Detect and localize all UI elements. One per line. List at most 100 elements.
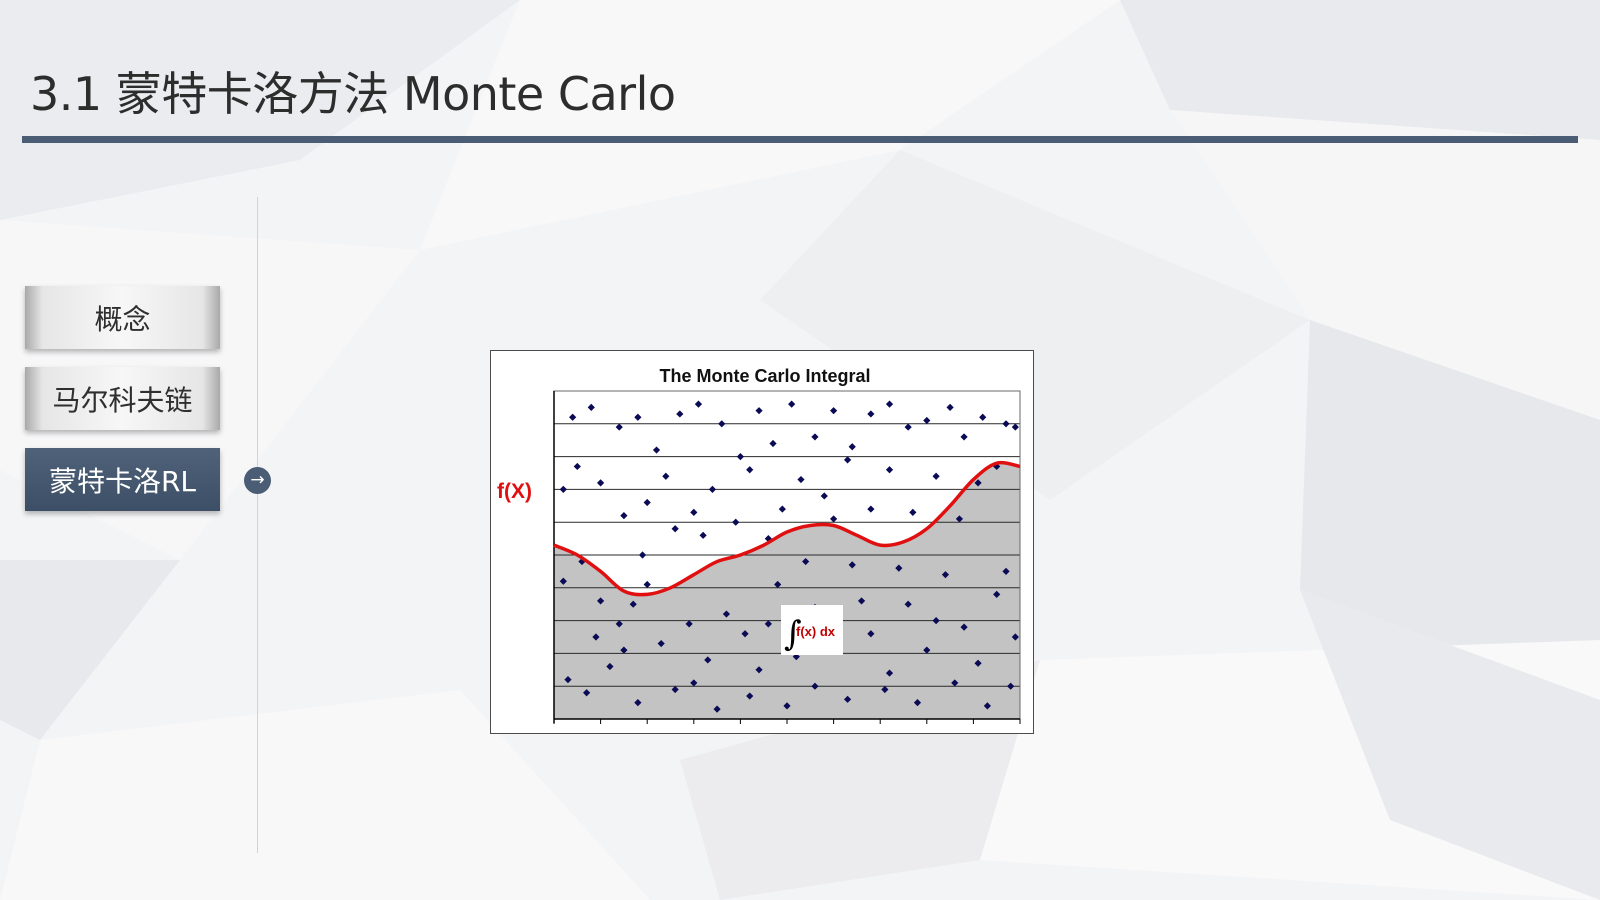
data-point xyxy=(732,518,740,526)
data-point xyxy=(867,630,875,638)
data-point xyxy=(932,617,940,625)
y-axis-label: f(X) xyxy=(497,480,532,503)
data-point xyxy=(792,653,800,661)
data-point xyxy=(638,551,647,559)
function-curve xyxy=(553,460,1021,597)
chart-title: The Monte Carlo Integral xyxy=(659,366,870,386)
arrow-right-circle-icon: → xyxy=(244,467,271,494)
data-point xyxy=(904,600,912,608)
data-point xyxy=(857,597,866,605)
data-point xyxy=(615,423,623,431)
data-point xyxy=(1011,633,1019,641)
data-point xyxy=(718,420,726,428)
data-point xyxy=(774,580,782,589)
data-point xyxy=(769,439,777,448)
integral-symbol: ∫ xyxy=(784,614,802,654)
data-point xyxy=(559,485,567,493)
data-point xyxy=(909,508,917,516)
data-point xyxy=(960,433,968,441)
data-point xyxy=(797,475,805,484)
data-point xyxy=(885,400,894,408)
data-point xyxy=(820,492,828,500)
data-point xyxy=(885,466,894,474)
data-point xyxy=(993,590,1001,598)
nav-item-monte-carlo-rl[interactable]: 蒙特卡洛RL xyxy=(25,448,220,511)
data-point xyxy=(848,443,856,451)
data-point xyxy=(713,705,721,713)
nav-item-label: 马尔科夫链 xyxy=(52,383,193,417)
data-point xyxy=(778,505,786,513)
data-point xyxy=(830,407,838,415)
data-point xyxy=(993,462,1001,471)
section-nav: 概念 马尔科夫链 蒙特卡洛RL xyxy=(25,286,220,529)
data-point xyxy=(643,498,651,507)
data-point xyxy=(974,659,982,667)
data-point xyxy=(587,403,595,411)
data-point xyxy=(923,646,931,654)
data-point xyxy=(811,433,819,441)
vertical-divider xyxy=(257,197,258,853)
data-point xyxy=(843,456,852,464)
data-point xyxy=(694,400,703,408)
data-point xyxy=(671,685,679,694)
data-point xyxy=(676,410,684,418)
nav-item-markov-chain[interactable]: 马尔科夫链 xyxy=(25,367,220,430)
data-point xyxy=(960,623,968,631)
data-point xyxy=(652,446,661,454)
data-point xyxy=(657,639,665,648)
nav-item-label: 蒙特卡洛RL xyxy=(48,464,197,498)
data-point xyxy=(746,692,754,700)
data-point xyxy=(755,407,763,415)
data-point xyxy=(979,413,987,421)
slide-title: 3.1 蒙特卡洛方法 Monte Carlo xyxy=(30,67,676,121)
data-point xyxy=(811,682,819,690)
data-point xyxy=(1002,420,1010,428)
data-point xyxy=(615,620,623,628)
data-point xyxy=(704,656,712,664)
data-point xyxy=(708,485,717,493)
data-point xyxy=(736,453,744,461)
data-point xyxy=(941,571,950,579)
data-point xyxy=(885,669,894,677)
data-point xyxy=(1007,682,1015,690)
monte-carlo-figure: The Monte Carlo Integral f(X) ∫ f(x) dx xyxy=(490,350,1034,734)
monte-carlo-chart: The Monte Carlo Integral f(X) ∫f(x) dx xyxy=(497,366,1021,724)
data-point xyxy=(895,564,903,572)
data-point xyxy=(1011,423,1019,431)
data-point xyxy=(867,410,875,418)
data-point xyxy=(974,479,982,487)
data-point xyxy=(783,702,791,710)
area-under-curve xyxy=(554,462,1020,719)
data-point xyxy=(671,525,679,533)
nav-item-concept[interactable]: 概念 xyxy=(25,286,220,349)
data-point xyxy=(830,515,838,523)
data-point xyxy=(634,699,642,707)
data-point xyxy=(755,666,763,674)
data-point xyxy=(592,633,600,641)
data-point xyxy=(690,508,698,516)
data-point xyxy=(983,702,991,710)
data-point xyxy=(699,531,707,539)
data-point xyxy=(722,610,731,618)
data-point xyxy=(932,472,940,480)
integral-label-box xyxy=(781,605,843,655)
data-point xyxy=(559,577,567,585)
integral-label: f(x) dx xyxy=(796,624,836,639)
data-point xyxy=(746,466,754,474)
data-point xyxy=(951,679,959,687)
data-point xyxy=(867,505,875,513)
data-point xyxy=(764,620,772,628)
data-point xyxy=(597,479,605,487)
title-underline xyxy=(22,136,1578,143)
data-point xyxy=(620,512,628,520)
data-point xyxy=(946,403,954,411)
data-point xyxy=(923,416,931,425)
data-point xyxy=(788,400,796,408)
data-point xyxy=(573,462,581,471)
data-point xyxy=(802,557,810,566)
data-point xyxy=(904,423,912,431)
data-point xyxy=(634,413,642,421)
data-point xyxy=(583,689,591,697)
data-point xyxy=(662,472,670,480)
